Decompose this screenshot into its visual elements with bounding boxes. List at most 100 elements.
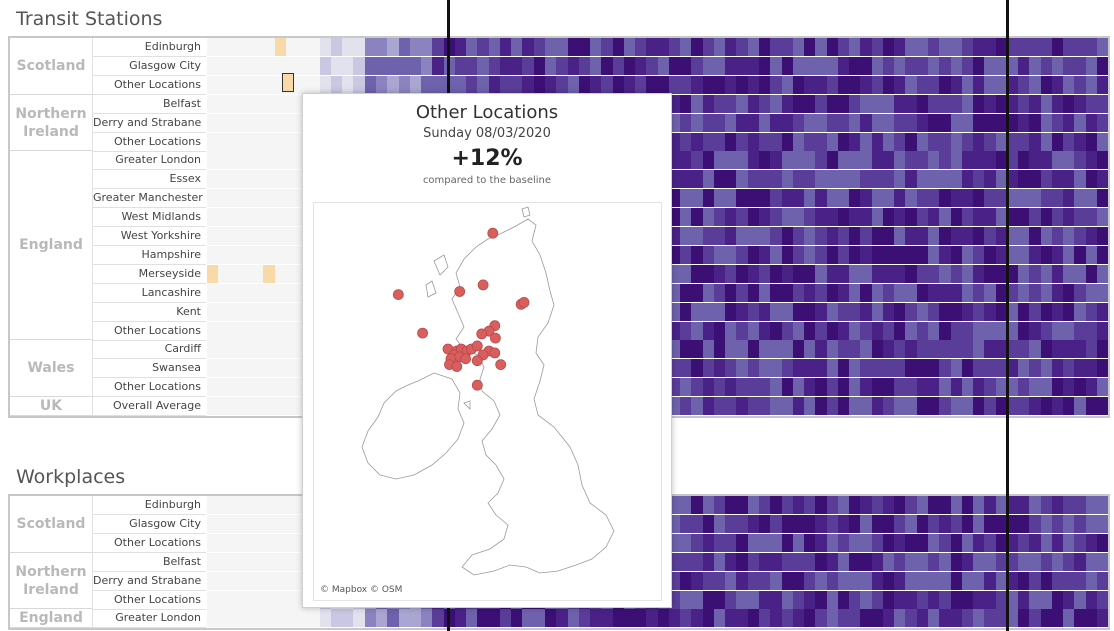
- heatmap-cell[interactable]: [713, 609, 726, 628]
- heatmap-cell[interactable]: [950, 245, 962, 264]
- heatmap-cell[interactable]: [871, 208, 883, 227]
- heatmap-cell[interactable]: [961, 378, 974, 397]
- heatmap-cell[interactable]: [398, 75, 410, 94]
- heatmap-cell[interactable]: [252, 94, 264, 113]
- heatmap-cell[interactable]: [1018, 590, 1030, 609]
- heatmap-cell[interactable]: [826, 264, 838, 283]
- heatmap-cell[interactable]: [229, 170, 241, 189]
- heatmap-cell[interactable]: [713, 283, 726, 302]
- heatmap-cell[interactable]: [961, 533, 974, 552]
- heatmap-cell[interactable]: [928, 113, 940, 132]
- heatmap-cell[interactable]: [916, 340, 928, 359]
- heatmap-cell[interactable]: [792, 359, 805, 378]
- heatmap-cell[interactable]: [781, 340, 793, 359]
- heatmap-cell[interactable]: [499, 38, 512, 56]
- heatmap-cell[interactable]: [905, 170, 917, 189]
- heatmap-cell[interactable]: [657, 38, 669, 56]
- heatmap-cell[interactable]: [1040, 208, 1052, 227]
- heatmap-cell[interactable]: [950, 227, 962, 245]
- heatmap-cell[interactable]: [849, 94, 861, 113]
- heatmap-cell[interactable]: [567, 609, 579, 628]
- heatmap-cell[interactable]: [725, 56, 737, 75]
- heatmap-cell[interactable]: [387, 38, 399, 56]
- heatmap-cell[interactable]: [252, 359, 264, 378]
- heatmap-cell[interactable]: [973, 609, 985, 628]
- heatmap-cell[interactable]: [894, 321, 906, 340]
- heatmap-cell[interactable]: [815, 38, 827, 56]
- heatmap-cell[interactable]: [792, 552, 805, 571]
- heatmap-cell[interactable]: [916, 113, 928, 132]
- heatmap-cell[interactable]: [477, 609, 489, 628]
- heatmap-cell[interactable]: [691, 94, 703, 113]
- heatmap-cell[interactable]: [984, 264, 996, 283]
- heatmap-cell[interactable]: [973, 151, 985, 170]
- heatmap-cell[interactable]: [928, 56, 940, 75]
- heatmap-cell[interactable]: [882, 496, 895, 514]
- heatmap-cell[interactable]: [815, 321, 827, 340]
- heatmap-cell[interactable]: [1085, 571, 1097, 590]
- heatmap-cell[interactable]: [939, 496, 951, 514]
- heatmap-cell[interactable]: [207, 552, 219, 571]
- heatmap-cell[interactable]: [398, 38, 410, 56]
- heatmap-cell[interactable]: [285, 533, 298, 552]
- heatmap-cell[interactable]: [928, 302, 940, 321]
- heatmap-cell[interactable]: [1063, 590, 1075, 609]
- heatmap-cell[interactable]: [240, 571, 253, 590]
- heatmap-cell[interactable]: [973, 75, 985, 94]
- heatmap-cell[interactable]: [736, 321, 748, 340]
- heatmap-cell[interactable]: [1006, 609, 1019, 628]
- heatmap-cell[interactable]: [218, 514, 230, 533]
- heatmap-cell[interactable]: [691, 264, 703, 283]
- heatmap-cell[interactable]: [770, 321, 782, 340]
- heatmap-cell[interactable]: [218, 552, 230, 571]
- heatmap-cell[interactable]: [1040, 496, 1052, 514]
- heatmap-cell[interactable]: [804, 227, 816, 245]
- heatmap-cell[interactable]: [804, 571, 816, 590]
- heatmap-cell[interactable]: [736, 245, 748, 264]
- heatmap-cell[interactable]: [285, 94, 298, 113]
- heatmap-cell[interactable]: [804, 552, 816, 571]
- heatmap-cell[interactable]: [1051, 113, 1064, 132]
- heatmap-cell[interactable]: [882, 56, 895, 75]
- heatmap-cell[interactable]: [961, 245, 974, 264]
- heatmap-cell[interactable]: [218, 208, 230, 227]
- heatmap-cell[interactable]: [1040, 264, 1052, 283]
- heatmap-cell[interactable]: [1085, 590, 1097, 609]
- heatmap-cell[interactable]: [736, 38, 748, 56]
- heatmap-cell[interactable]: [837, 56, 850, 75]
- heatmap-cell[interactable]: [736, 609, 748, 628]
- heatmap-cell[interactable]: [207, 113, 219, 132]
- heatmap-cell[interactable]: [826, 151, 838, 170]
- heatmap-cell[interactable]: [882, 514, 895, 533]
- heatmap-cell[interactable]: [1029, 264, 1041, 283]
- heatmap-cell[interactable]: [713, 302, 726, 321]
- heatmap-cell[interactable]: [218, 189, 230, 208]
- heatmap-cell[interactable]: [1029, 571, 1041, 590]
- heatmap-cell[interactable]: [815, 283, 827, 302]
- heatmap-cell[interactable]: [826, 302, 838, 321]
- heatmap-cell[interactable]: [995, 533, 1007, 552]
- heatmap-cell[interactable]: [984, 189, 996, 208]
- heatmap-cell[interactable]: [860, 151, 872, 170]
- heatmap-cell[interactable]: [252, 208, 264, 227]
- heatmap-cell[interactable]: [1006, 151, 1019, 170]
- heatmap-cell[interactable]: [815, 75, 827, 94]
- heatmap-cell[interactable]: [274, 245, 286, 264]
- heatmap-cell[interactable]: [1040, 533, 1052, 552]
- heatmap-cell[interactable]: [736, 227, 748, 245]
- heatmap-cell[interactable]: [916, 94, 928, 113]
- heatmap-cell[interactable]: [713, 151, 726, 170]
- heatmap-cell[interactable]: [905, 189, 917, 208]
- heatmap-cell[interactable]: [928, 340, 940, 359]
- heatmap-cell[interactable]: [623, 56, 636, 75]
- heatmap-cell[interactable]: [792, 514, 805, 533]
- heatmap-cell[interactable]: [882, 227, 895, 245]
- heatmap-cell[interactable]: [894, 189, 906, 208]
- heatmap-cell[interactable]: [1063, 609, 1075, 628]
- heatmap-cell[interactable]: [736, 397, 748, 416]
- heatmap-cell[interactable]: [556, 75, 568, 94]
- heatmap-cell[interactable]: [815, 189, 827, 208]
- heatmap-cell[interactable]: [1018, 170, 1030, 189]
- heatmap-cell[interactable]: [860, 283, 872, 302]
- heatmap-cell[interactable]: [1040, 245, 1052, 264]
